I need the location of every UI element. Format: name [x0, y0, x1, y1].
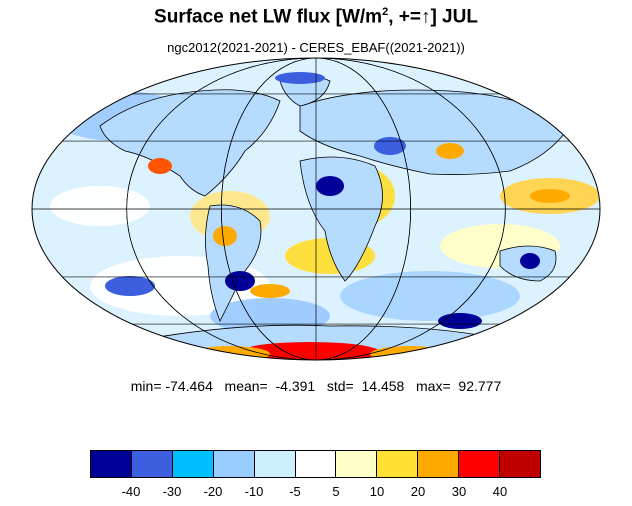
colorbar-tick-label: -5: [289, 484, 301, 499]
colorbar-tick-label: 10: [369, 484, 385, 499]
colorbar-segment: [254, 451, 296, 477]
colorbar-segment: [418, 451, 460, 477]
colorbar-ticks: -40 -30 -20 -10 -5 5 10 20 30 40: [90, 484, 541, 502]
colorbar-tick-label: -30: [162, 484, 182, 499]
colorbar-tick-label: -40: [121, 484, 141, 499]
colorbar-segment: [131, 451, 173, 477]
graticule: [32, 58, 600, 360]
colorbar-tick-label: 40: [492, 484, 508, 499]
colorbar-segment: [377, 451, 419, 477]
colorbar-segment: [213, 451, 255, 477]
graticule-meridian: [220, 58, 412, 360]
map-panel: [30, 56, 602, 362]
colorbar-tick-label: 30: [451, 484, 467, 499]
up-arrow-icon: ↑: [420, 6, 431, 28]
plot-title: Surface net LW flux [W/m2, +=↑] JUL: [0, 6, 632, 28]
colorbar-segment: [295, 451, 337, 477]
map-border: [31, 57, 601, 361]
colorbar-tick-label: 20: [410, 484, 426, 499]
colorbar-segment: [459, 451, 501, 477]
map-svg: [31, 57, 601, 361]
colorbar-segment: [336, 451, 378, 477]
plot-subtitle: ngc2012(2021-2021) - CERES_EBAF((2021-20…: [167, 40, 465, 55]
colorbar-segment: [91, 451, 132, 477]
colorbar-segment: [172, 451, 214, 477]
title-end: ] JUL: [430, 6, 478, 28]
statistics-line: min= -74.464 mean= -4.391 std= 14.458 ma…: [130, 378, 502, 394]
north-america: [99, 89, 281, 197]
colorbar-segment: [500, 451, 540, 477]
title-main: Surface net LW flux [W/m: [154, 6, 383, 28]
colorbar-tick-label: -10: [244, 484, 264, 499]
title-superscript: 2: [382, 6, 389, 18]
colorbar-tick-label: -20: [203, 484, 223, 499]
colorbar: [90, 450, 541, 478]
title-rest: , +=: [388, 6, 421, 28]
colorbar-tick-label: 5: [332, 484, 340, 499]
graticule-meridian: [126, 58, 506, 360]
eurasia: [299, 89, 571, 175]
